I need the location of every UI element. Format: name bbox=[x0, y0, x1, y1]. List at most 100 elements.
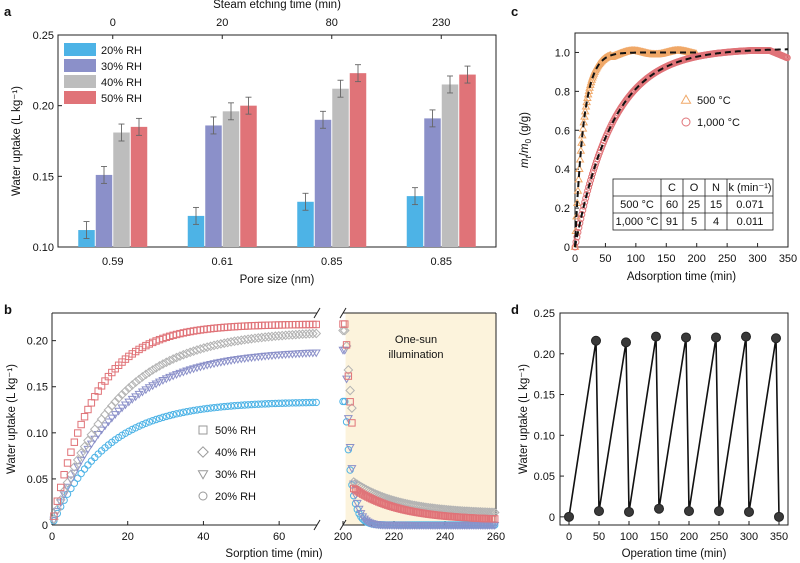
data-point bbox=[49, 516, 59, 525]
y-tick-label: 0.20 bbox=[27, 336, 48, 348]
bar bbox=[240, 105, 257, 248]
data-point bbox=[196, 405, 205, 414]
data-point bbox=[84, 461, 92, 469]
y-tick-label: 0 bbox=[564, 242, 570, 254]
x-tick-label: 350 bbox=[770, 531, 788, 543]
data-point bbox=[110, 397, 121, 407]
x-tick-label: 300 bbox=[740, 531, 758, 543]
legend-label: 30% RH bbox=[101, 61, 142, 73]
axis-break-mark bbox=[313, 519, 321, 531]
x-tick-label: 50 bbox=[599, 253, 611, 265]
legend-marker bbox=[198, 425, 208, 435]
data-point bbox=[581, 102, 591, 110]
data-point bbox=[114, 407, 124, 416]
y-tick-label: 0 bbox=[549, 512, 555, 524]
y-axis-title-part: m bbox=[519, 158, 531, 168]
data-point bbox=[594, 506, 604, 517]
x-tick-label: 260 bbox=[487, 531, 505, 543]
y-axis-title-part: / bbox=[519, 152, 531, 156]
data-point bbox=[348, 419, 356, 427]
data-point bbox=[69, 469, 79, 478]
bar bbox=[424, 118, 441, 248]
data-point bbox=[72, 454, 83, 465]
data-point bbox=[141, 386, 151, 395]
x-tick-label: 350 bbox=[779, 253, 797, 265]
data-point bbox=[137, 372, 148, 382]
data-point bbox=[154, 378, 165, 387]
plot-frame bbox=[57, 34, 497, 248]
bar bbox=[222, 111, 240, 247]
data-point bbox=[580, 112, 589, 120]
data-point bbox=[80, 413, 89, 421]
data-point bbox=[186, 407, 194, 415]
y-tick-label: 0.10 bbox=[33, 242, 54, 254]
data-point bbox=[294, 329, 305, 340]
data-point bbox=[169, 410, 177, 419]
legend-label: 50% RH bbox=[215, 425, 256, 437]
data-point bbox=[144, 367, 155, 377]
legend-label: 30% RH bbox=[215, 469, 256, 481]
data-point bbox=[145, 418, 153, 426]
data-point bbox=[343, 365, 354, 375]
annotation-line-1: One-sun bbox=[395, 334, 437, 346]
bar bbox=[441, 84, 459, 247]
x-tick-label: 60 bbox=[273, 531, 285, 543]
data-point bbox=[128, 425, 136, 434]
table-cell: N bbox=[712, 182, 720, 194]
x-tick-label: 0.59 bbox=[102, 256, 123, 268]
data-point bbox=[162, 412, 171, 421]
x-tick-label: 20 bbox=[122, 531, 134, 543]
table-cell: 91 bbox=[666, 216, 678, 228]
table-cell: 500 °C bbox=[620, 199, 654, 211]
data-point bbox=[79, 441, 90, 452]
data-point bbox=[50, 512, 58, 520]
data-point bbox=[110, 411, 120, 420]
data-point bbox=[175, 351, 185, 361]
x-tick-label: 250 bbox=[718, 253, 736, 265]
data-point bbox=[137, 388, 148, 397]
data-point bbox=[161, 357, 172, 368]
data-point bbox=[771, 333, 781, 344]
data-point bbox=[131, 424, 140, 432]
x-tick-label: 300 bbox=[748, 253, 766, 265]
data-point bbox=[578, 124, 588, 132]
data-point bbox=[741, 331, 751, 342]
y-tick-label: 0.10 bbox=[27, 428, 48, 440]
x-axis-title: Operation time (min) bbox=[622, 548, 727, 560]
data-point bbox=[347, 403, 357, 413]
data-point bbox=[69, 462, 80, 472]
table-cell: 15 bbox=[710, 199, 722, 211]
x-tick-label: 220 bbox=[385, 531, 403, 543]
data-point bbox=[103, 405, 114, 415]
annotation-line-2: illumination bbox=[388, 349, 443, 361]
data-point bbox=[277, 330, 288, 341]
legend-label: 20% RH bbox=[101, 45, 142, 57]
axis-break-mark bbox=[339, 307, 347, 319]
data-point bbox=[93, 431, 103, 439]
data-point bbox=[347, 465, 357, 473]
top-tick-label: 230 bbox=[432, 17, 450, 29]
data-point bbox=[117, 404, 127, 413]
table-cell: 4 bbox=[713, 216, 719, 228]
table-cell: 25 bbox=[688, 199, 700, 211]
data-point bbox=[87, 399, 96, 407]
legend-marker bbox=[197, 446, 209, 458]
bar bbox=[187, 215, 205, 247]
x-axis-title: Pore size (nm) bbox=[240, 274, 315, 286]
data-point bbox=[344, 372, 353, 380]
data-point bbox=[345, 385, 356, 396]
data-point bbox=[290, 329, 301, 340]
legend-marker bbox=[197, 470, 209, 480]
y-axis-title: Water uptake (L kg⁻¹) bbox=[6, 364, 18, 474]
y-tick-label: 0.15 bbox=[27, 382, 48, 394]
x-tick-label: 200 bbox=[680, 531, 698, 543]
y-tick-label: 0.15 bbox=[33, 171, 54, 183]
x-tick-label: 240 bbox=[436, 531, 454, 543]
y-tick-label: 0.25 bbox=[33, 30, 54, 42]
fit-curve bbox=[574, 48, 788, 248]
y-tick-label: 0.8 bbox=[555, 86, 570, 98]
data-point bbox=[684, 506, 694, 517]
data-point bbox=[783, 54, 791, 62]
y-axis-title-part: 0 bbox=[524, 138, 533, 143]
